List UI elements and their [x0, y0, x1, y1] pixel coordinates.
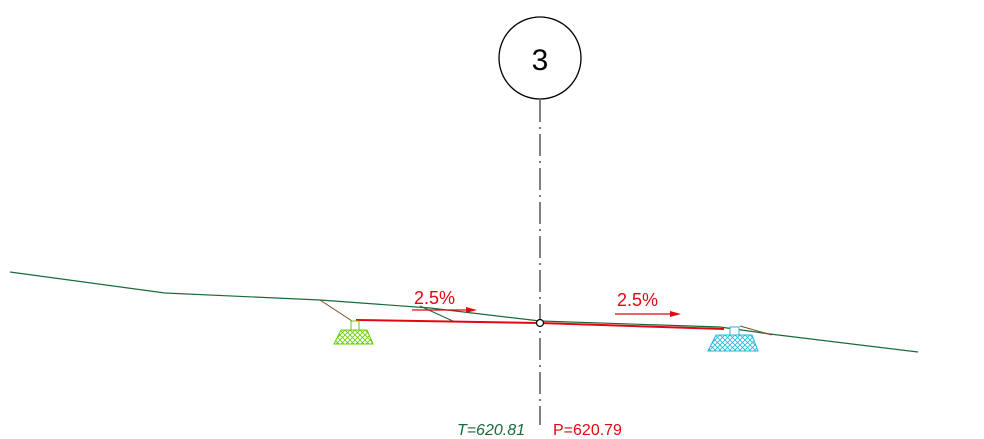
- terrain-line: [9, 271, 919, 353]
- right-cut-slope: [739, 325, 773, 336]
- left-slope-arrowhead: [466, 307, 477, 313]
- station-circle: [498, 16, 582, 100]
- left-cut-slope: [319, 299, 353, 322]
- project-elevation-label: P=620.79: [553, 422, 622, 439]
- right-ditch: [707, 326, 759, 352]
- right-slope-label: 2.5%: [617, 290, 658, 310]
- terrain-elevation-label: T=620.81: [457, 422, 525, 439]
- left-ditch: [333, 320, 374, 345]
- left-slope-label: 2.5%: [414, 288, 455, 308]
- right-slope-arrowhead: [670, 311, 681, 317]
- station-number: 3: [532, 44, 549, 77]
- center-point: [535, 318, 545, 328]
- left-shoulder-slope: [419, 305, 456, 323]
